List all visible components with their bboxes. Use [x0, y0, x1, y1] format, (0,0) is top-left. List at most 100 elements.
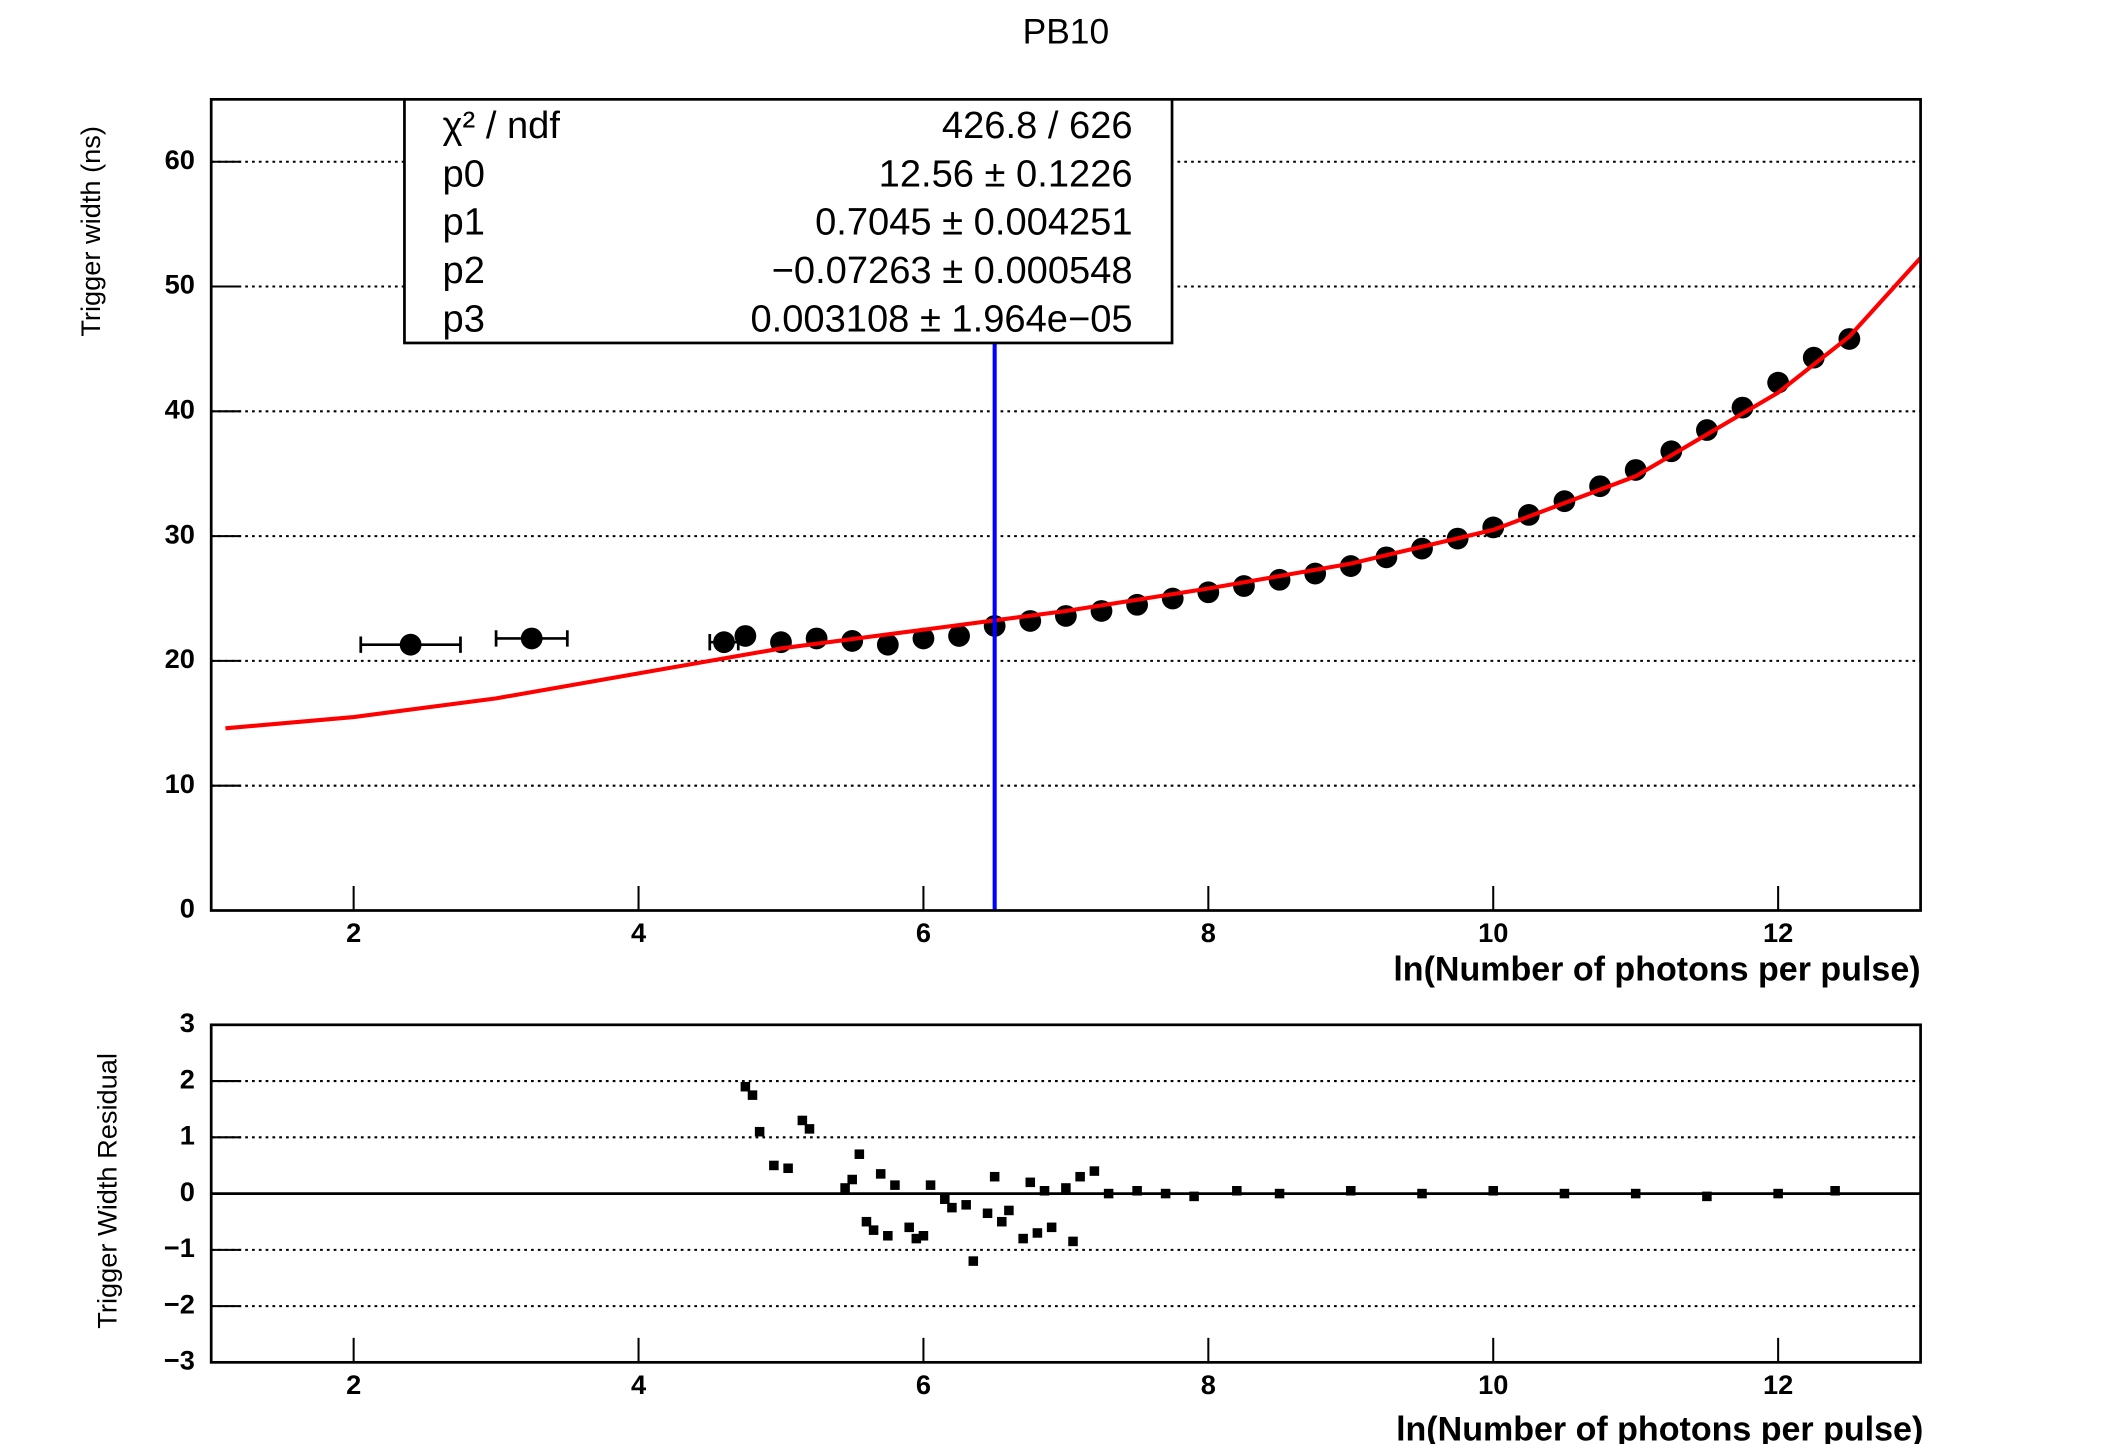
data-point: [1039, 1186, 1050, 1196]
data-point: [520, 627, 543, 650]
data-point: [948, 625, 970, 647]
data-point: [754, 1126, 765, 1137]
data-point: [968, 1256, 979, 1266]
data-point: [797, 1115, 808, 1126]
data-point: [1025, 1177, 1036, 1188]
data-point: [861, 1216, 872, 1227]
data-point: [847, 1174, 857, 1185]
y-tick-label: 1: [180, 1120, 195, 1151]
data-point: [1731, 396, 1754, 419]
data-point: [740, 1081, 751, 1092]
data-point: [883, 1231, 893, 1241]
y-tick-label: 3: [180, 1007, 195, 1038]
data-point: [997, 1216, 1007, 1227]
x-axis-label: ln(Number of photons per pulse): [1393, 951, 1920, 989]
data-point: [734, 625, 757, 647]
x-tick-label: 4: [631, 1369, 646, 1400]
x-tick-label: 6: [916, 917, 931, 948]
plot-frame: [209, 1023, 1922, 1364]
stats-value: 12.56 ± 0.1226: [879, 153, 1133, 195]
y-tick-label: 0: [180, 1176, 195, 1207]
y-tick-label: 10: [165, 768, 195, 799]
data-point: [1197, 581, 1220, 604]
stats-value: 0.003108 ± 1.964e−05: [750, 298, 1132, 340]
data-point: [1702, 1191, 1712, 1202]
data-point: [1773, 1188, 1783, 1199]
y-tick-label: 2: [180, 1063, 195, 1094]
data-point: [1061, 1183, 1071, 1193]
data-point: [1274, 1188, 1285, 1199]
data-point: [747, 1090, 758, 1100]
data-point: [1032, 1228, 1043, 1238]
y-tick-label: −3: [164, 1345, 195, 1376]
data-point: [918, 1231, 929, 1241]
x-tick-label: 2: [346, 1369, 361, 1400]
data-point: [769, 1160, 779, 1171]
data-point: [1346, 1186, 1356, 1196]
y-tick-label: 60: [165, 144, 195, 175]
data-point: [961, 1200, 971, 1210]
data-point: [1268, 568, 1291, 591]
data-point: [1046, 1222, 1057, 1233]
data-point: [783, 1163, 793, 1174]
data-point: [1068, 1236, 1078, 1247]
y-tick-label: −1: [164, 1232, 195, 1263]
data-point: [1417, 1188, 1427, 1199]
x-tick-label: 2: [346, 917, 361, 948]
stats-value: 0.7045 ± 0.004251: [815, 202, 1132, 244]
data-point: [1830, 1186, 1840, 1196]
data-point: [940, 1194, 950, 1204]
chart-title: PB10: [1023, 12, 1110, 51]
data-point: [890, 1180, 900, 1190]
data-point: [989, 1171, 1000, 1182]
stats-box: [403, 97, 1174, 345]
data-point: [1089, 1166, 1100, 1176]
data-point: [1233, 575, 1255, 597]
y-tick-label: 20: [165, 643, 195, 674]
stats-label: χ² / ndf: [443, 105, 561, 147]
data-point: [1802, 346, 1825, 369]
data-point: [1004, 1205, 1014, 1216]
data-point: [1189, 1191, 1199, 1202]
data-point: [1304, 562, 1327, 585]
stats-label: p0: [443, 153, 485, 195]
y-axis-label: Trigger Width Residual: [91, 1053, 122, 1329]
y-tick-label: −2: [164, 1288, 195, 1319]
data-point: [912, 627, 935, 650]
x-tick-label: 6: [916, 1369, 931, 1400]
data-point: [399, 633, 422, 656]
data-point: [876, 633, 899, 656]
data-point: [1559, 1188, 1570, 1199]
x-tick-label: 10: [1478, 1369, 1508, 1400]
data-point: [713, 631, 735, 654]
x-tick-label: 12: [1763, 1369, 1793, 1400]
data-point: [875, 1169, 886, 1179]
stats-value: −0.07263 ± 0.000548: [772, 250, 1133, 292]
fit-line: [225, 256, 1923, 731]
x-tick-label: 8: [1201, 917, 1216, 948]
stats-value: 426.8 / 626: [942, 105, 1133, 147]
y-tick-label: 30: [165, 518, 195, 549]
data-point: [854, 1149, 865, 1159]
data-point: [1232, 1186, 1242, 1196]
data-point: [840, 1183, 850, 1193]
data-point: [925, 1180, 936, 1190]
x-tick-label: 4: [631, 917, 646, 948]
x-tick-label: 8: [1201, 1369, 1216, 1400]
y-tick-label: 50: [165, 269, 195, 300]
stats-label: p1: [443, 202, 485, 244]
data-point: [804, 1124, 815, 1134]
y-tick-label: 0: [180, 893, 195, 924]
data-point: [947, 1202, 957, 1213]
data-point: [1018, 1233, 1028, 1244]
data-point: [868, 1225, 879, 1235]
y-tick-label: 40: [165, 394, 195, 425]
data-point: [911, 1233, 922, 1244]
data-point: [1132, 1186, 1142, 1196]
x-tick-label: 10: [1478, 917, 1508, 948]
data-point: [904, 1222, 914, 1233]
data-point: [1075, 1171, 1085, 1182]
y-axis-label: Trigger width (ns): [75, 126, 106, 337]
stats-label: p3: [443, 298, 485, 340]
